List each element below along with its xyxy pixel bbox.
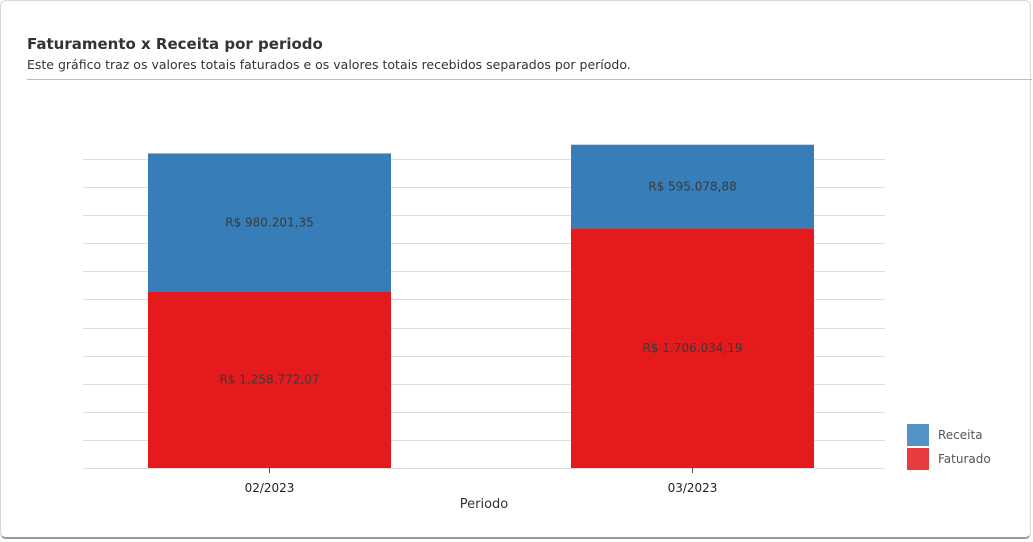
chart-title: Faturamento x Receita por periodo bbox=[27, 35, 323, 53]
bar-labels: R$ 1.258.772,07 R$ 980.201,35 R$ 1.706.034… bbox=[220, 180, 743, 387]
bar-receita bbox=[571, 144, 814, 229]
x-axis-label: Periodo bbox=[460, 497, 509, 512]
legend-swatch-faturado bbox=[907, 448, 929, 470]
data-label: R$ 1.258.772,07 bbox=[220, 373, 320, 387]
legend: Receita Faturado bbox=[907, 423, 991, 471]
bar-faturado bbox=[571, 228, 814, 468]
x-axis: 02/2023 03/2023 Periodo bbox=[245, 468, 718, 512]
header-divider bbox=[27, 79, 1032, 80]
x-tick-label: 03/2023 bbox=[668, 481, 718, 495]
data-label: R$ 980.201,35 bbox=[225, 215, 314, 229]
legend-item-receita[interactable]: Receita bbox=[907, 423, 991, 447]
x-tick-label: 02/2023 bbox=[245, 481, 295, 495]
bar-receita bbox=[148, 153, 391, 292]
data-label: R$ 1.706.034,19 bbox=[643, 341, 743, 355]
legend-item-faturado[interactable]: Faturado bbox=[907, 447, 991, 471]
bar-faturado bbox=[148, 291, 391, 468]
bars bbox=[148, 144, 814, 468]
legend-label-faturado: Faturado bbox=[938, 452, 991, 466]
legend-label-receita: Receita bbox=[938, 428, 983, 442]
chart-subtitle: Este gráfico traz os valores totais fatu… bbox=[27, 57, 631, 72]
data-label: R$ 595.078,88 bbox=[648, 180, 737, 194]
legend-swatch-receita bbox=[907, 424, 929, 446]
